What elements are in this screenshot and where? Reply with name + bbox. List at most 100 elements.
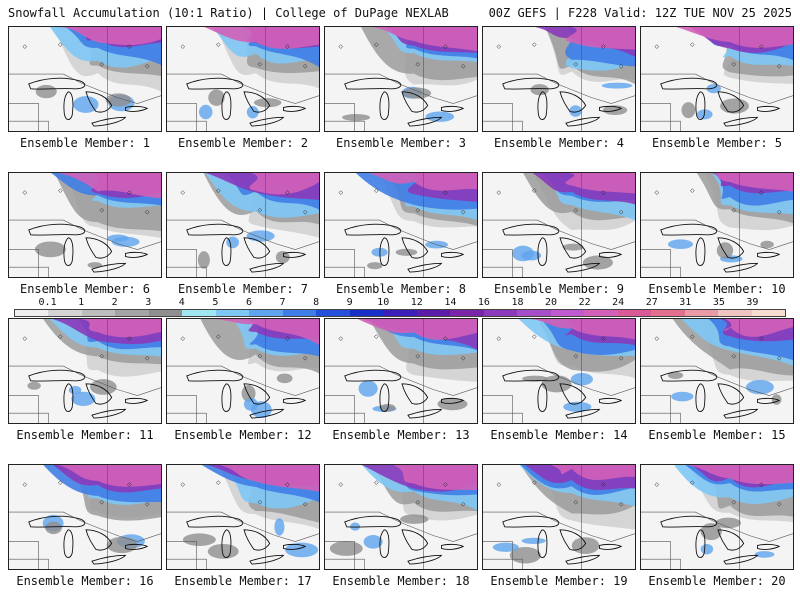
- ensemble-member-label: Ensemble Member: 12: [174, 428, 312, 442]
- ensemble-panel: Ensemble Member: 16: [8, 464, 162, 597]
- snowfall-map: [166, 318, 320, 424]
- color-scale-swatch: [383, 310, 417, 316]
- snowfall-map: [8, 26, 162, 132]
- color-scale-swatch: [550, 310, 585, 316]
- color-scale-swatch: [751, 310, 786, 316]
- snowfall-map: [8, 318, 162, 424]
- ensemble-panel: Ensemble Member: 17: [166, 464, 320, 597]
- color-scale-swatch: [48, 310, 82, 316]
- ensemble-panel: Ensemble Member: 13: [324, 318, 478, 451]
- ensemble-panel: Ensemble Member: 20: [640, 464, 794, 597]
- ensemble-member-label: Ensemble Member: 8: [335, 282, 467, 296]
- color-scale-swatch: [215, 310, 250, 316]
- color-scale-tick-label: 27: [645, 297, 658, 308]
- snowfall-map: [482, 318, 636, 424]
- ensemble-panel: Ensemble Member: 3: [324, 26, 478, 159]
- color-scale-tick-label: 12: [410, 297, 423, 308]
- ensemble-member-label: Ensemble Member: 17: [174, 574, 312, 588]
- snowfall-map: [482, 464, 636, 570]
- color-scale-tick-label: 24: [612, 297, 625, 308]
- color-scale-swatch: [584, 310, 618, 316]
- map-title: Snowfall Accumulation (10:1 Ratio) | Col…: [8, 6, 449, 20]
- color-scale-tick-label: 22: [578, 297, 591, 308]
- ensemble-member-label: Ensemble Member: 6: [19, 282, 151, 296]
- ensemble-member-label: Ensemble Member: 16: [16, 574, 154, 588]
- color-scale-tick-label: 10: [377, 297, 390, 308]
- snowfall-map: [324, 464, 478, 570]
- snowfall-map: [640, 172, 794, 278]
- ensemble-member-label: Ensemble Member: 14: [490, 428, 628, 442]
- ensemble-panel: Ensemble Member: 18: [324, 464, 478, 597]
- color-scale-swatch: [316, 310, 350, 316]
- color-scale-tick-label: 39: [746, 297, 759, 308]
- ensemble-member-label: Ensemble Member: 20: [648, 574, 786, 588]
- snowfall-map: [482, 26, 636, 132]
- color-scale-tick-label: 0.1: [38, 297, 57, 308]
- color-scale-tick-label: 4: [178, 297, 185, 308]
- color-scale: 0.1 1 2 3 4 5 6 7 8 9 10 12 14 16 18 20 22 24 27 31 35 39: [14, 297, 786, 319]
- run-info: 00Z GEFS | F228 Valid: 12Z TUE NOV 25 20…: [488, 6, 792, 20]
- ensemble-member-label: Ensemble Member: 1: [19, 136, 151, 150]
- ensemble-member-label: Ensemble Member: 2: [177, 136, 309, 150]
- snowfall-map: [166, 172, 320, 278]
- color-scale-tick-label: 7: [279, 297, 286, 308]
- snowfall-map: [640, 318, 794, 424]
- color-scale-tick-label: 16: [477, 297, 490, 308]
- color-scale-tick-label: 31: [679, 297, 692, 308]
- color-scale-tick-label: 14: [444, 297, 457, 308]
- ensemble-member-label: Ensemble Member: 13: [332, 428, 470, 442]
- color-scale-tick-label: 18: [511, 297, 524, 308]
- color-scale-swatch: [349, 310, 384, 316]
- color-scale-tick-label: 9: [346, 297, 353, 308]
- color-scale-tick-label: 5: [212, 297, 219, 308]
- ensemble-grid: Ensemble Member: 1 Ensemble Member: 2 Ense…: [8, 26, 794, 597]
- color-scale-swatch: [148, 310, 183, 316]
- color-scale-tick-label: 8: [313, 297, 320, 308]
- color-scale-swatch: [249, 310, 283, 316]
- snowfall-map: [640, 26, 794, 132]
- ensemble-panel: Ensemble Member: 11: [8, 318, 162, 451]
- color-scale-swatch: [684, 310, 719, 316]
- ensemble-panel: Ensemble Member: 15: [640, 318, 794, 451]
- color-scale-tick-label: 1: [78, 297, 85, 308]
- snowfall-map: [166, 26, 320, 132]
- color-scale-swatch: [617, 310, 652, 316]
- ensemble-panel: Ensemble Member: 14: [482, 318, 636, 451]
- ensemble-panel: Ensemble Member: 1: [8, 26, 162, 159]
- ensemble-member-label: Ensemble Member: 18: [332, 574, 470, 588]
- ensemble-panel: Ensemble Member: 12: [166, 318, 320, 451]
- color-scale-tick-label: 6: [245, 297, 252, 308]
- color-scale-tick-label: 20: [545, 297, 558, 308]
- color-scale-swatch: [651, 310, 685, 316]
- color-scale-swatch: [81, 310, 116, 316]
- color-scale-swatch: [718, 310, 752, 316]
- color-scale-tick-label: 3: [145, 297, 152, 308]
- snowfall-map: [324, 172, 478, 278]
- ensemble-panel: Ensemble Member: 19: [482, 464, 636, 597]
- color-scale-swatch: [483, 310, 518, 316]
- ensemble-panel: Ensemble Member: 7: [166, 172, 320, 305]
- ensemble-panel: Ensemble Member: 8: [324, 172, 478, 305]
- color-scale-swatch: [450, 310, 484, 316]
- snowfall-map: [166, 464, 320, 570]
- ensemble-member-label: Ensemble Member: 5: [651, 136, 783, 150]
- color-scale-swatch: [15, 310, 49, 316]
- color-scale-swatch: [115, 310, 149, 316]
- ensemble-member-label: Ensemble Member: 7: [177, 282, 309, 296]
- ensemble-panel: Ensemble Member: 6: [8, 172, 162, 305]
- color-scale-swatch: [182, 310, 216, 316]
- ensemble-member-label: Ensemble Member: 3: [335, 136, 467, 150]
- color-scale-tick-label: 2: [111, 297, 118, 308]
- ensemble-member-label: Ensemble Member: 9: [493, 282, 625, 296]
- snowfall-map: [324, 26, 478, 132]
- ensemble-panel: Ensemble Member: 5: [640, 26, 794, 159]
- ensemble-panel: Ensemble Member: 4: [482, 26, 636, 159]
- snowfall-map: [640, 464, 794, 570]
- ensemble-member-label: Ensemble Member: 15: [648, 428, 786, 442]
- color-scale-swatch: [416, 310, 451, 316]
- color-scale-swatch: [282, 310, 317, 316]
- snowfall-map: [8, 464, 162, 570]
- snowfall-map: [324, 318, 478, 424]
- color-scale-tick-label: 35: [712, 297, 725, 308]
- ensemble-member-label: Ensemble Member: 10: [648, 282, 786, 296]
